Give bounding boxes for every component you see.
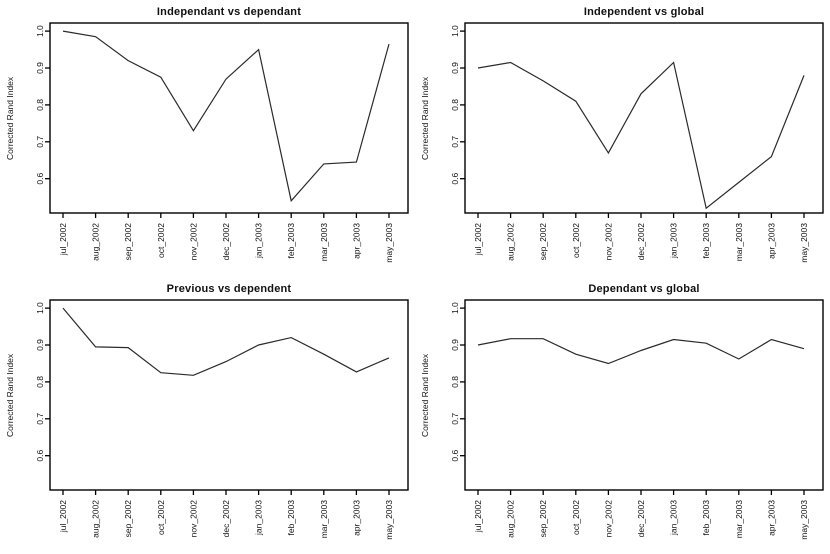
x-tick-label: aug_2002	[91, 500, 101, 538]
x-tick-label: sep_2002	[123, 500, 133, 538]
x-tick-label: may_2003	[799, 223, 809, 263]
x-tick-label: aug_2002	[91, 223, 101, 261]
x-tick-label: feb_2003	[701, 500, 711, 536]
y-tick-label: 0.6	[450, 450, 460, 462]
x-tick-label: sep_2002	[538, 223, 548, 261]
x-tick-label: oct_2002	[571, 500, 581, 535]
x-tick-label: nov_2002	[603, 223, 613, 261]
x-tick-label: feb_2003	[701, 223, 711, 259]
y-tick-label: 0.7	[450, 413, 460, 425]
y-tick-label: 0.8	[35, 376, 45, 388]
x-tick-label: jan_2003	[254, 500, 264, 536]
line-chart-previous-vs-dependent: 0.6 0.7 0.8 0.9 1.0 jul_2002 aug_2002 sep_2002 o…	[35, 299, 409, 540]
x-tick-label: sep_2002	[123, 223, 133, 261]
x-tick-label: jul_2002	[473, 223, 483, 256]
y-tick-label: 0.7	[450, 136, 460, 148]
y-tick-label: 0.8	[450, 376, 460, 388]
x-tick-label: jul_2002	[58, 223, 68, 256]
y-tick-label: 0.7	[35, 413, 45, 425]
x-tick-label: apr_2003	[766, 500, 776, 536]
x-tick-label: jan_2003	[254, 223, 264, 259]
series-line	[477, 338, 805, 365]
x-tick-label: may_2003	[799, 500, 809, 540]
plot-box	[49, 299, 409, 491]
y-tick-label: 0.9	[450, 62, 460, 74]
x-tick-label: mar_2003	[734, 223, 744, 262]
line-chart-dependant-vs-global: 0.6 0.7 0.8 0.9 1.0 jul_2002 aug_2002 sep_2002 o…	[450, 299, 824, 540]
y-tick-label: 1.0	[450, 302, 460, 314]
x-tick-label: feb_2003	[286, 500, 296, 536]
x-tick-label: may_2003	[384, 500, 394, 540]
x-tick-label: jan_2003	[669, 223, 679, 259]
chart-title: Previous vs dependent	[166, 283, 292, 295]
x-tick-label: apr_2003	[766, 223, 776, 259]
x-tick-label: apr_2003	[351, 223, 361, 259]
y-tick-label: 1.0	[450, 25, 460, 37]
x-tick-label: jul_2002	[473, 500, 483, 533]
y-tick-label: 0.9	[35, 62, 45, 74]
chart-title: Dependant vs global	[588, 283, 700, 295]
chart-title: Independant vs dependant	[156, 6, 302, 18]
x-tick-label: nov_2002	[188, 223, 198, 261]
x-tick-label: nov_2002	[603, 500, 613, 538]
y-tick-label: 1.0	[35, 25, 45, 37]
x-tick-label: sep_2002	[538, 500, 548, 538]
x-tick-label: mar_2003	[319, 500, 329, 539]
panel-previous-vs-dependent: Previous vs dependent Corrected Rand Ind…	[0, 277, 415, 554]
x-tick-label: jan_2003	[669, 500, 679, 536]
y-tick-label: 0.8	[450, 99, 460, 111]
series-line	[477, 61, 805, 210]
x-tick-label: aug_2002	[506, 500, 516, 538]
y-tick-label: 0.7	[35, 136, 45, 148]
series-line	[62, 30, 390, 203]
x-tick-label: nov_2002	[188, 500, 198, 538]
x-tick-label: oct_2002	[156, 500, 166, 535]
x-tick-label: mar_2003	[734, 500, 744, 539]
line-chart-independent-vs-global: 0.6 0.7 0.8 0.9 1.0 jul_2002 aug_2002 sep_2002 o…	[450, 22, 824, 263]
line-chart-independant-vs-dependant: 0.6 0.7 0.8 0.9 1.0 jul_2002 aug_2002 sep_2002 o…	[35, 22, 409, 263]
x-tick-label: feb_2003	[286, 223, 296, 259]
x-tick-label: dec_2002	[636, 500, 646, 538]
chart-title: Independent vs global	[583, 6, 705, 18]
y-tick-label: 0.6	[450, 173, 460, 185]
x-tick-label: dec_2002	[221, 500, 231, 538]
x-tick-label: jul_2002	[58, 500, 68, 533]
plot-box	[464, 299, 824, 491]
y-tick-label: 0.9	[450, 339, 460, 351]
x-tick-label: may_2003	[384, 223, 394, 263]
x-tick-label: oct_2002	[571, 223, 581, 258]
series-line	[62, 307, 390, 376]
x-tick-label: dec_2002	[636, 223, 646, 261]
y-tick-label: 1.0	[35, 302, 45, 314]
x-tick-label: aug_2002	[506, 223, 516, 261]
x-tick-label: mar_2003	[319, 223, 329, 262]
plot-box	[49, 22, 409, 214]
y-tick-label: 0.6	[35, 173, 45, 185]
x-tick-label: dec_2002	[221, 223, 231, 261]
panel-dependant-vs-global: Dependant vs global Corrected Rand Index…	[415, 277, 830, 554]
y-tick-label: 0.6	[35, 450, 45, 462]
plot-box	[464, 22, 824, 214]
panel-independant-vs-dependant: Independant vs dependant Corrected Rand …	[0, 0, 415, 277]
y-tick-label: 0.8	[35, 99, 45, 111]
y-tick-label: 0.9	[35, 339, 45, 351]
x-tick-label: oct_2002	[156, 223, 166, 258]
panel-independent-vs-global: Independent vs global Corrected Rand Ind…	[415, 0, 830, 277]
x-tick-label: apr_2003	[351, 500, 361, 536]
